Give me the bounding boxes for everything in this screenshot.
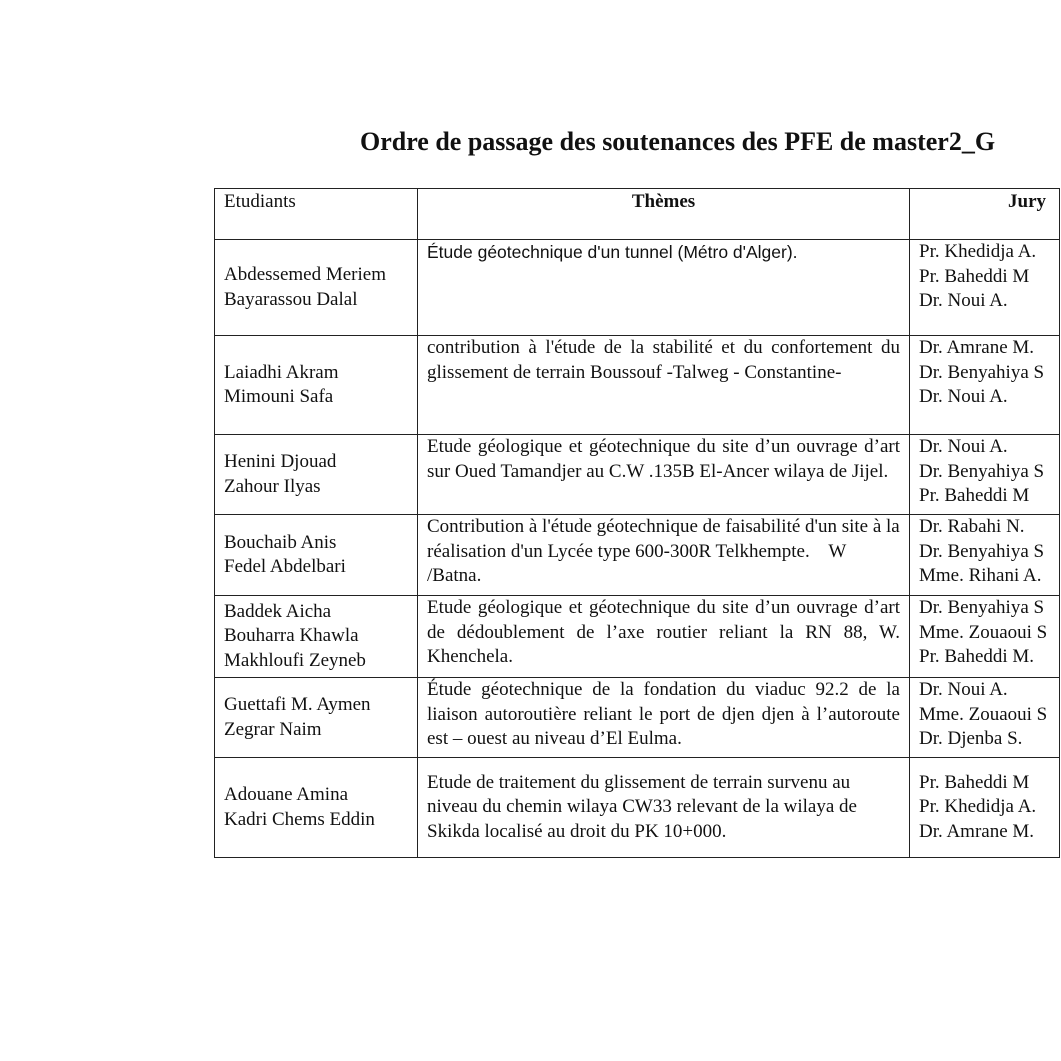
table-row: Guettafi M. Aymen Zegrar Naim Étude géotec… bbox=[214, 677, 1060, 758]
jury-cell: Dr. Noui A. Dr. Benyahiya S Pr. Baheddi M bbox=[909, 434, 1060, 515]
students-cell: Baddek Aicha Bouharra Khawla Makhloufi Zey… bbox=[214, 595, 418, 678]
jury-member: Dr. Benyahiya S bbox=[919, 361, 1045, 383]
jury-cell: Dr. Amrane M. Dr. Benyahiya S Dr. Noui A. bbox=[909, 335, 1060, 435]
jury-member: Dr. Noui A. bbox=[919, 436, 1008, 457]
theme-cell: Contribution à l'étude géotechnique de f… bbox=[417, 514, 910, 596]
table-row: Abdessemed Meriem Bayarassou Dalal Étude g… bbox=[214, 239, 1060, 336]
defense-schedule-table: Etudiants Thèmes Jury Abdessemed Meriem B… bbox=[214, 188, 1060, 858]
jury-member: Mme. Zouaoui S bbox=[919, 703, 1048, 725]
student-name: Makhloufi Zeyneb bbox=[224, 649, 366, 671]
jury-member: Dr. Noui A. bbox=[919, 386, 1008, 407]
header-jury: Jury bbox=[909, 188, 1060, 240]
jury-cell: Pr. Baheddi M Pr. Khedidja A. Dr. Amrane M… bbox=[909, 757, 1060, 858]
document-title: Ordre de passage des soutenances des PFE… bbox=[360, 127, 996, 156]
jury-member: Dr. Noui A. bbox=[919, 679, 1008, 700]
student-name: Baddek Aicha bbox=[224, 600, 332, 622]
header-themes: Thèmes bbox=[417, 188, 910, 240]
student-name: Bayarassou Dalal bbox=[224, 288, 358, 310]
student-name: Adouane Amina bbox=[224, 784, 349, 805]
jury-member: Pr. Khedidja A. bbox=[919, 241, 1037, 262]
table-row: Bouchaib Anis Fedel Abdelbari Contribution… bbox=[214, 514, 1060, 596]
table-row: Baddek Aicha Bouharra Khawla Makhloufi Zey… bbox=[214, 595, 1060, 678]
student-name: Zahour Ilyas bbox=[224, 475, 321, 497]
jury-member: Pr. Khedidja A. bbox=[919, 796, 1037, 818]
jury-member: Mme. Zouaoui S bbox=[919, 621, 1048, 643]
jury-member: Pr. Baheddi M bbox=[919, 485, 1030, 506]
students-cell: Henini Djouad Zahour Ilyas bbox=[214, 434, 418, 515]
student-name: Bouchaib Anis bbox=[224, 531, 337, 553]
header-students: Etudiants bbox=[214, 188, 418, 240]
jury-member: Dr. Benyahiya S bbox=[919, 597, 1045, 618]
jury-member: Pr. Baheddi M bbox=[919, 771, 1030, 793]
jury-member: Dr. Rabahi N. bbox=[919, 516, 1025, 537]
table-header-row: Etudiants Thèmes Jury bbox=[214, 188, 1060, 240]
table-row: Adouane Amina Kadri Chems Eddin Etude de t… bbox=[214, 757, 1060, 858]
jury-member: Mme. Rihani A. bbox=[919, 565, 1042, 586]
theme-cell: Étude géotechnique de la fondation du vi… bbox=[417, 677, 910, 758]
student-name: Zegrar Naim bbox=[224, 718, 322, 740]
students-cell: Bouchaib Anis Fedel Abdelbari bbox=[214, 514, 418, 596]
student-name: Abdessemed Meriem bbox=[224, 264, 386, 285]
theme-cell: Étude géotechnique d'un tunnel (Métro d'… bbox=[417, 239, 910, 336]
table-row: Henini Djouad Zahour Ilyas Etude géologiqu… bbox=[214, 434, 1060, 515]
student-name: Guettafi M. Aymen bbox=[224, 694, 371, 715]
theme-cell: Etude géologique et géotechnique du site… bbox=[417, 595, 910, 678]
jury-cell: Dr. Benyahiya S Mme. Zouaoui S Pr. Baheddi… bbox=[909, 595, 1060, 678]
students-cell: Guettafi M. Aymen Zegrar Naim bbox=[214, 677, 418, 758]
table-row: Laiadhi Akram Mimouni Safa contribution à … bbox=[214, 335, 1060, 435]
student-name: Fedel Abdelbari bbox=[224, 556, 346, 577]
jury-member: Pr. Baheddi M bbox=[919, 265, 1030, 287]
student-name: Kadri Chems Eddin bbox=[224, 808, 375, 830]
jury-cell: Pr. Khedidja A. Pr. Baheddi M Dr. Noui A. bbox=[909, 239, 1060, 336]
jury-member: Dr. Noui A. bbox=[919, 290, 1008, 311]
jury-cell: Dr. Rabahi N. Dr. Benyahiya S Mme. Rihani … bbox=[909, 514, 1060, 596]
theme-cell: Etude géologique et géotechnique du site… bbox=[417, 434, 910, 515]
jury-cell: Dr. Noui A. Mme. Zouaoui S Dr. Djenba S. bbox=[909, 677, 1060, 758]
jury-member: Dr. Amrane M. bbox=[919, 820, 1035, 842]
theme-cell: Etude de traitement du glissement de ter… bbox=[417, 757, 910, 858]
students-cell: Adouane Amina Kadri Chems Eddin bbox=[214, 757, 418, 858]
jury-member: Dr. Amrane M. bbox=[919, 337, 1035, 358]
theme-cell: contribution à l'étude de la stabilité e… bbox=[417, 335, 910, 435]
students-cell: Laiadhi Akram Mimouni Safa bbox=[214, 335, 418, 435]
jury-member: Dr. Benyahiya S bbox=[919, 540, 1045, 562]
student-name: Mimouni Safa bbox=[224, 386, 334, 407]
student-name: Laiadhi Akram bbox=[224, 361, 339, 383]
students-cell: Abdessemed Meriem Bayarassou Dalal bbox=[214, 239, 418, 336]
student-name: Henini Djouad bbox=[224, 451, 337, 472]
jury-member: Dr. Djenba S. bbox=[919, 728, 1023, 749]
jury-member: Dr. Benyahiya S bbox=[919, 460, 1045, 482]
jury-member: Pr. Baheddi M. bbox=[919, 646, 1035, 667]
student-name: Bouharra Khawla bbox=[224, 625, 359, 647]
